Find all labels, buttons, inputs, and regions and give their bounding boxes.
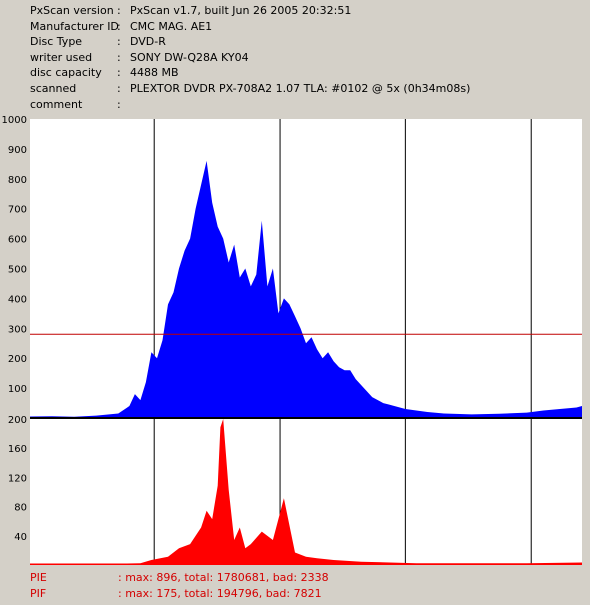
info-key: Disc Type (30, 35, 83, 49)
pif-stats: : max: 175, total: 194796, bad: 7821 (118, 587, 322, 600)
y-tick-label: 160 (8, 444, 27, 455)
y-tick-label: 80 (14, 503, 27, 514)
y-tick-label: 120 (8, 473, 27, 484)
info-key: Manufacturer ID (30, 19, 119, 33)
y-tick-label: 1000 (2, 115, 27, 126)
info-key: comment (30, 97, 83, 111)
pie-label: PIE (30, 571, 47, 584)
y-tick-label: 100 (8, 384, 27, 395)
info-separator: : (117, 19, 121, 33)
info-value: SONY DW-Q28A KY04 (130, 50, 249, 64)
info-separator: : (117, 66, 121, 80)
info-separator: : (117, 50, 121, 64)
y-tick-label: 800 (8, 175, 27, 186)
pif-label: PIF (30, 587, 47, 600)
pie-series-area (30, 160, 582, 418)
info-value: CMC MAG. AE1 (130, 19, 213, 33)
scan-info-panel: PxScan version: PxScan v1.7, built Jun 26… (0, 0, 590, 112)
y-tick-label: 400 (8, 294, 27, 305)
y-tick-label: 500 (8, 265, 27, 276)
y-tick-label: 900 (8, 145, 27, 156)
pie-stats: : max: 896, total: 1780681, bad: 2338 (118, 571, 329, 584)
info-separator: : (117, 4, 121, 17)
info-separator: : (117, 82, 121, 95)
info-separator: : (117, 35, 121, 49)
y-tick-label: 40 (14, 532, 27, 543)
pif-summary: PIF : max: 175, total: 194796, bad: 7821 (0, 587, 590, 601)
y-tick-label: 700 (8, 205, 27, 216)
info-key: PxScan version (30, 4, 114, 17)
y-tick-label: 600 (8, 235, 27, 246)
pie-summary: PIE : max: 896, total: 1780681, bad: 233… (0, 571, 590, 585)
y-tick-label: 200 (8, 354, 27, 365)
info-value: PxScan v1.7, built Jun 26 2005 20:32:51 (130, 4, 352, 17)
y-tick-label: 200 (8, 415, 27, 426)
y-tick-label: 300 (8, 324, 27, 335)
pif-plot-area (30, 419, 582, 565)
info-key: disc capacity (30, 66, 102, 80)
info-value: 4488 MB (130, 66, 179, 80)
scan-chart: 1000 900 800 700 600 500 400 300 200 100 200 160 12… (2, 115, 582, 565)
info-key: scanned (30, 82, 77, 95)
info-separator: : (117, 97, 121, 111)
info-value: DVD-R (130, 35, 166, 49)
info-key: writer used (30, 50, 93, 64)
info-value: PLEXTOR DVDR PX-708A2 1.07 TLA: #0102 @ … (130, 82, 471, 95)
